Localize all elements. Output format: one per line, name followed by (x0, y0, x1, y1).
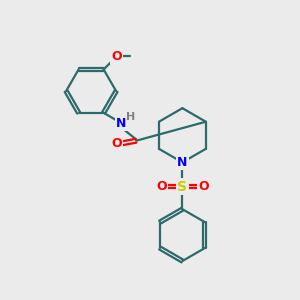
Text: N: N (116, 117, 127, 130)
Text: H: H (125, 112, 135, 122)
Text: O: O (198, 180, 209, 193)
Text: S: S (177, 179, 188, 194)
Text: O: O (112, 50, 122, 63)
Text: O: O (156, 180, 166, 193)
Text: N: N (177, 156, 188, 169)
Text: O: O (111, 137, 122, 150)
